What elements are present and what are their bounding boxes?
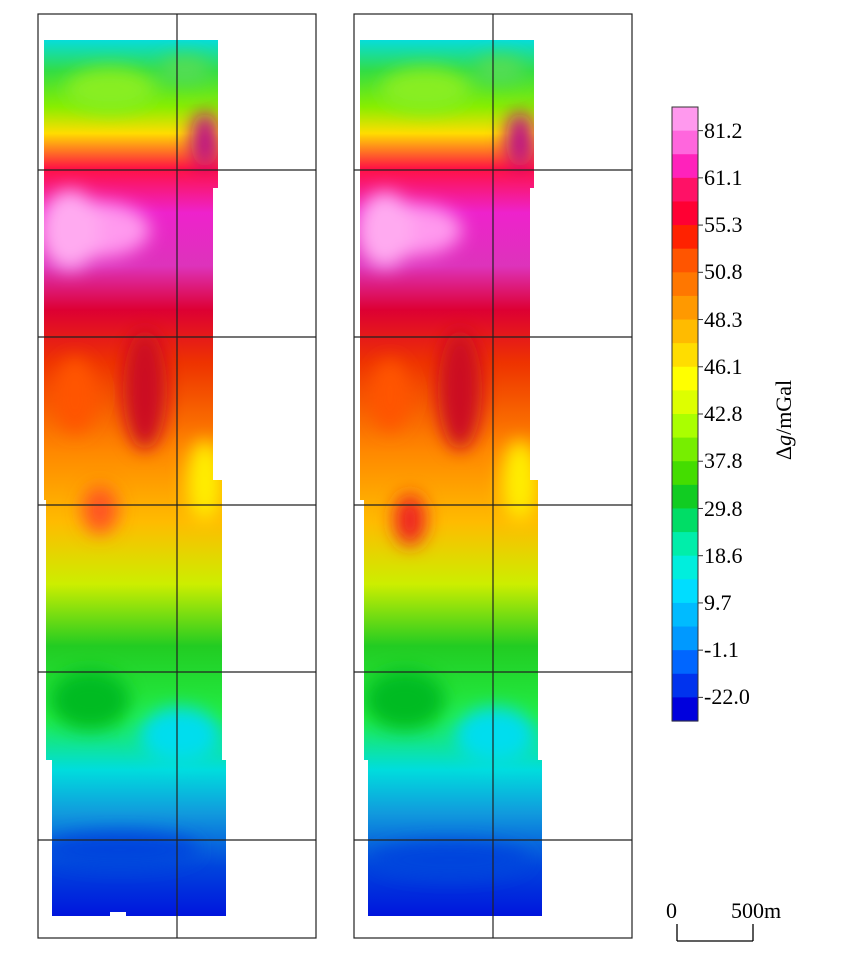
scale-bar xyxy=(676,924,754,942)
colorbar-swatch xyxy=(672,248,698,273)
colorbar-ticks xyxy=(698,130,703,698)
colorbar-swatch xyxy=(672,532,698,557)
colorbar xyxy=(672,107,698,722)
colorbar-tick-label: 18.6 xyxy=(704,542,743,568)
colorbar-swatch xyxy=(672,650,698,675)
colorbar-swatch xyxy=(672,579,698,604)
colorbar-swatch xyxy=(672,484,698,510)
colorbar-tick-label: 46.1 xyxy=(704,353,743,379)
colorbar-swatch xyxy=(672,673,698,698)
scale-end-label: 500m xyxy=(731,898,782,923)
right-map-panel xyxy=(353,13,633,939)
colorbar-swatch xyxy=(672,107,698,132)
colorbar-tick-label: -1.1 xyxy=(704,637,739,663)
colorbar-tick-label: 9.7 xyxy=(704,589,732,615)
colorbar-swatch xyxy=(672,130,698,155)
colorbar-swatch xyxy=(672,555,698,580)
colorbar-tick-label: 50.8 xyxy=(704,259,743,285)
scale-start-label: 0 xyxy=(666,898,677,923)
colorbar-swatch xyxy=(672,697,698,722)
colorbar-tick-label: 81.2 xyxy=(704,117,743,143)
colorbar-swatch xyxy=(672,602,698,628)
colorbar-swatch xyxy=(672,437,698,462)
colorbar-swatch xyxy=(672,461,698,486)
colorbar-swatch xyxy=(672,319,698,344)
colorbar-swatch xyxy=(672,295,698,321)
colorbar-tick-label: 29.8 xyxy=(704,495,743,521)
colorbar-title: Δg/mGal xyxy=(771,379,796,461)
colorbar-tick-label: 42.8 xyxy=(704,401,743,426)
left-map-panel xyxy=(37,13,317,939)
colorbar-tick-label: 48.3 xyxy=(704,306,743,332)
colorbar-swatch xyxy=(672,414,698,439)
right-map-grid xyxy=(354,14,632,938)
colorbar-swatch xyxy=(672,272,698,297)
colorbar-swatch xyxy=(672,177,698,203)
colorbar-tick-label: -22.0 xyxy=(704,684,750,710)
colorbar-tick-label: 37.8 xyxy=(704,448,743,474)
colorbar-swatch xyxy=(672,201,698,226)
colorbar-swatch xyxy=(672,366,698,391)
colorbar-swatch xyxy=(672,154,698,179)
colorbar-swatch xyxy=(672,343,698,368)
right-map-field xyxy=(360,40,542,916)
colorbar-tick-label: 55.3 xyxy=(704,212,743,238)
colorbar-swatch xyxy=(672,225,698,250)
colorbar-tick-label: 61.1 xyxy=(704,164,743,190)
left-map-grid xyxy=(38,14,316,938)
colorbar-swatch xyxy=(672,508,698,533)
left-map-field xyxy=(44,40,226,916)
colorbar-swatch xyxy=(672,390,698,415)
colorbar-swatch xyxy=(672,626,698,651)
